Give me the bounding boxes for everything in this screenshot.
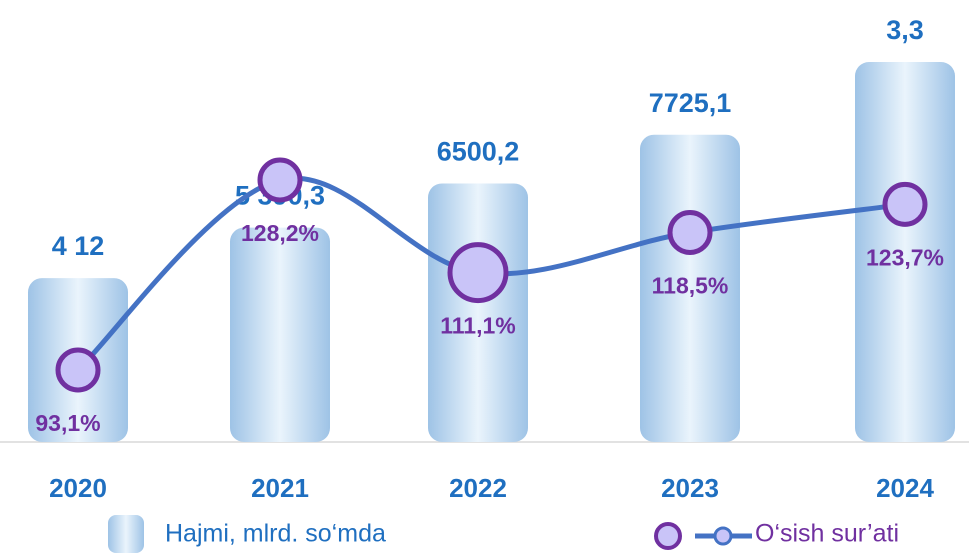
- bar-value-label: 6500,2: [437, 137, 520, 167]
- bar: [230, 227, 330, 442]
- legend-label: Hajmi, mlrd. so‘mda: [165, 520, 386, 548]
- category-label: 2023: [661, 473, 719, 503]
- growth-value-label: 123,7%: [866, 244, 944, 270]
- growth-marker: [447, 242, 509, 304]
- growth-value-label: 118,5%: [652, 273, 729, 299]
- legend-swatch-marker-big: [654, 522, 682, 550]
- category-label: 2021: [251, 473, 309, 503]
- growth-marker: [257, 157, 303, 203]
- bar-value-label: 3,3: [886, 15, 924, 45]
- growth-marker: [667, 210, 713, 256]
- bar: [855, 62, 955, 442]
- growth-value-label: 111,1%: [440, 313, 515, 339]
- legend-label: O‘sish sur’ati: [755, 520, 899, 548]
- legend-swatch-marker: [713, 526, 733, 546]
- category-label: 2020: [49, 473, 107, 503]
- growth-marker: [882, 181, 928, 227]
- bar-value-label: 4 12: [52, 231, 105, 261]
- growth-marker: [55, 347, 101, 393]
- bar-value-label: 7725,1: [649, 88, 732, 118]
- growth-value-label: 93,1%: [35, 410, 100, 436]
- category-label: 2022: [449, 473, 507, 503]
- bar: [428, 183, 528, 443]
- category-label: 2024: [876, 473, 934, 503]
- growth-value-label: 128,2%: [241, 220, 319, 246]
- bar: [640, 134, 740, 442]
- legend-swatch-bar: [108, 515, 144, 553]
